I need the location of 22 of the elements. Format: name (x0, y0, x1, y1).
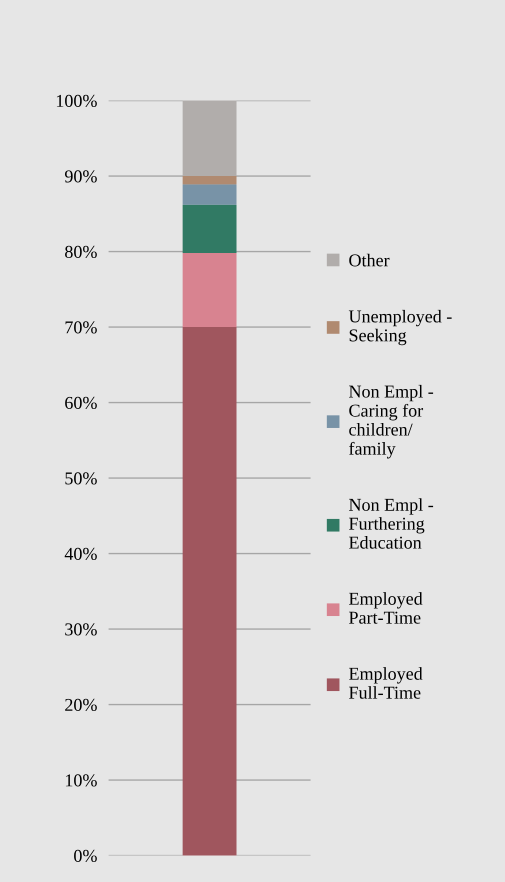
bar (182, 253, 237, 328)
y-tick-label: 30% (65, 623, 97, 636)
legend-label: Non Empl - Caring for children/ family (349, 384, 434, 458)
y-tick-label: 10% (66, 774, 97, 787)
legend-label: Unemployed - Seeking (348, 310, 452, 346)
y-tick-label: 50% (65, 472, 97, 485)
legend-label: Employed Part-Time (349, 592, 422, 624)
bar (182, 204, 237, 254)
y-tick-label: 0% (74, 850, 97, 862)
y-tick-label: 70% (66, 321, 97, 334)
y-tick-label: 40% (64, 548, 97, 560)
bar (182, 176, 237, 184)
y-tick-label: 100% (56, 94, 97, 108)
y-tick-label: 20% (65, 698, 97, 712)
legend-label: Employed Full-Time (349, 667, 422, 699)
y-tick-label: 60% (65, 396, 97, 410)
bar (182, 184, 237, 205)
y-tick-label: 90% (64, 170, 97, 183)
y-tick-label: 80% (65, 246, 97, 258)
legend-label: Non Empl - Furthering Education (349, 498, 434, 549)
bar (182, 327, 237, 856)
legend-label: Other (349, 254, 390, 266)
